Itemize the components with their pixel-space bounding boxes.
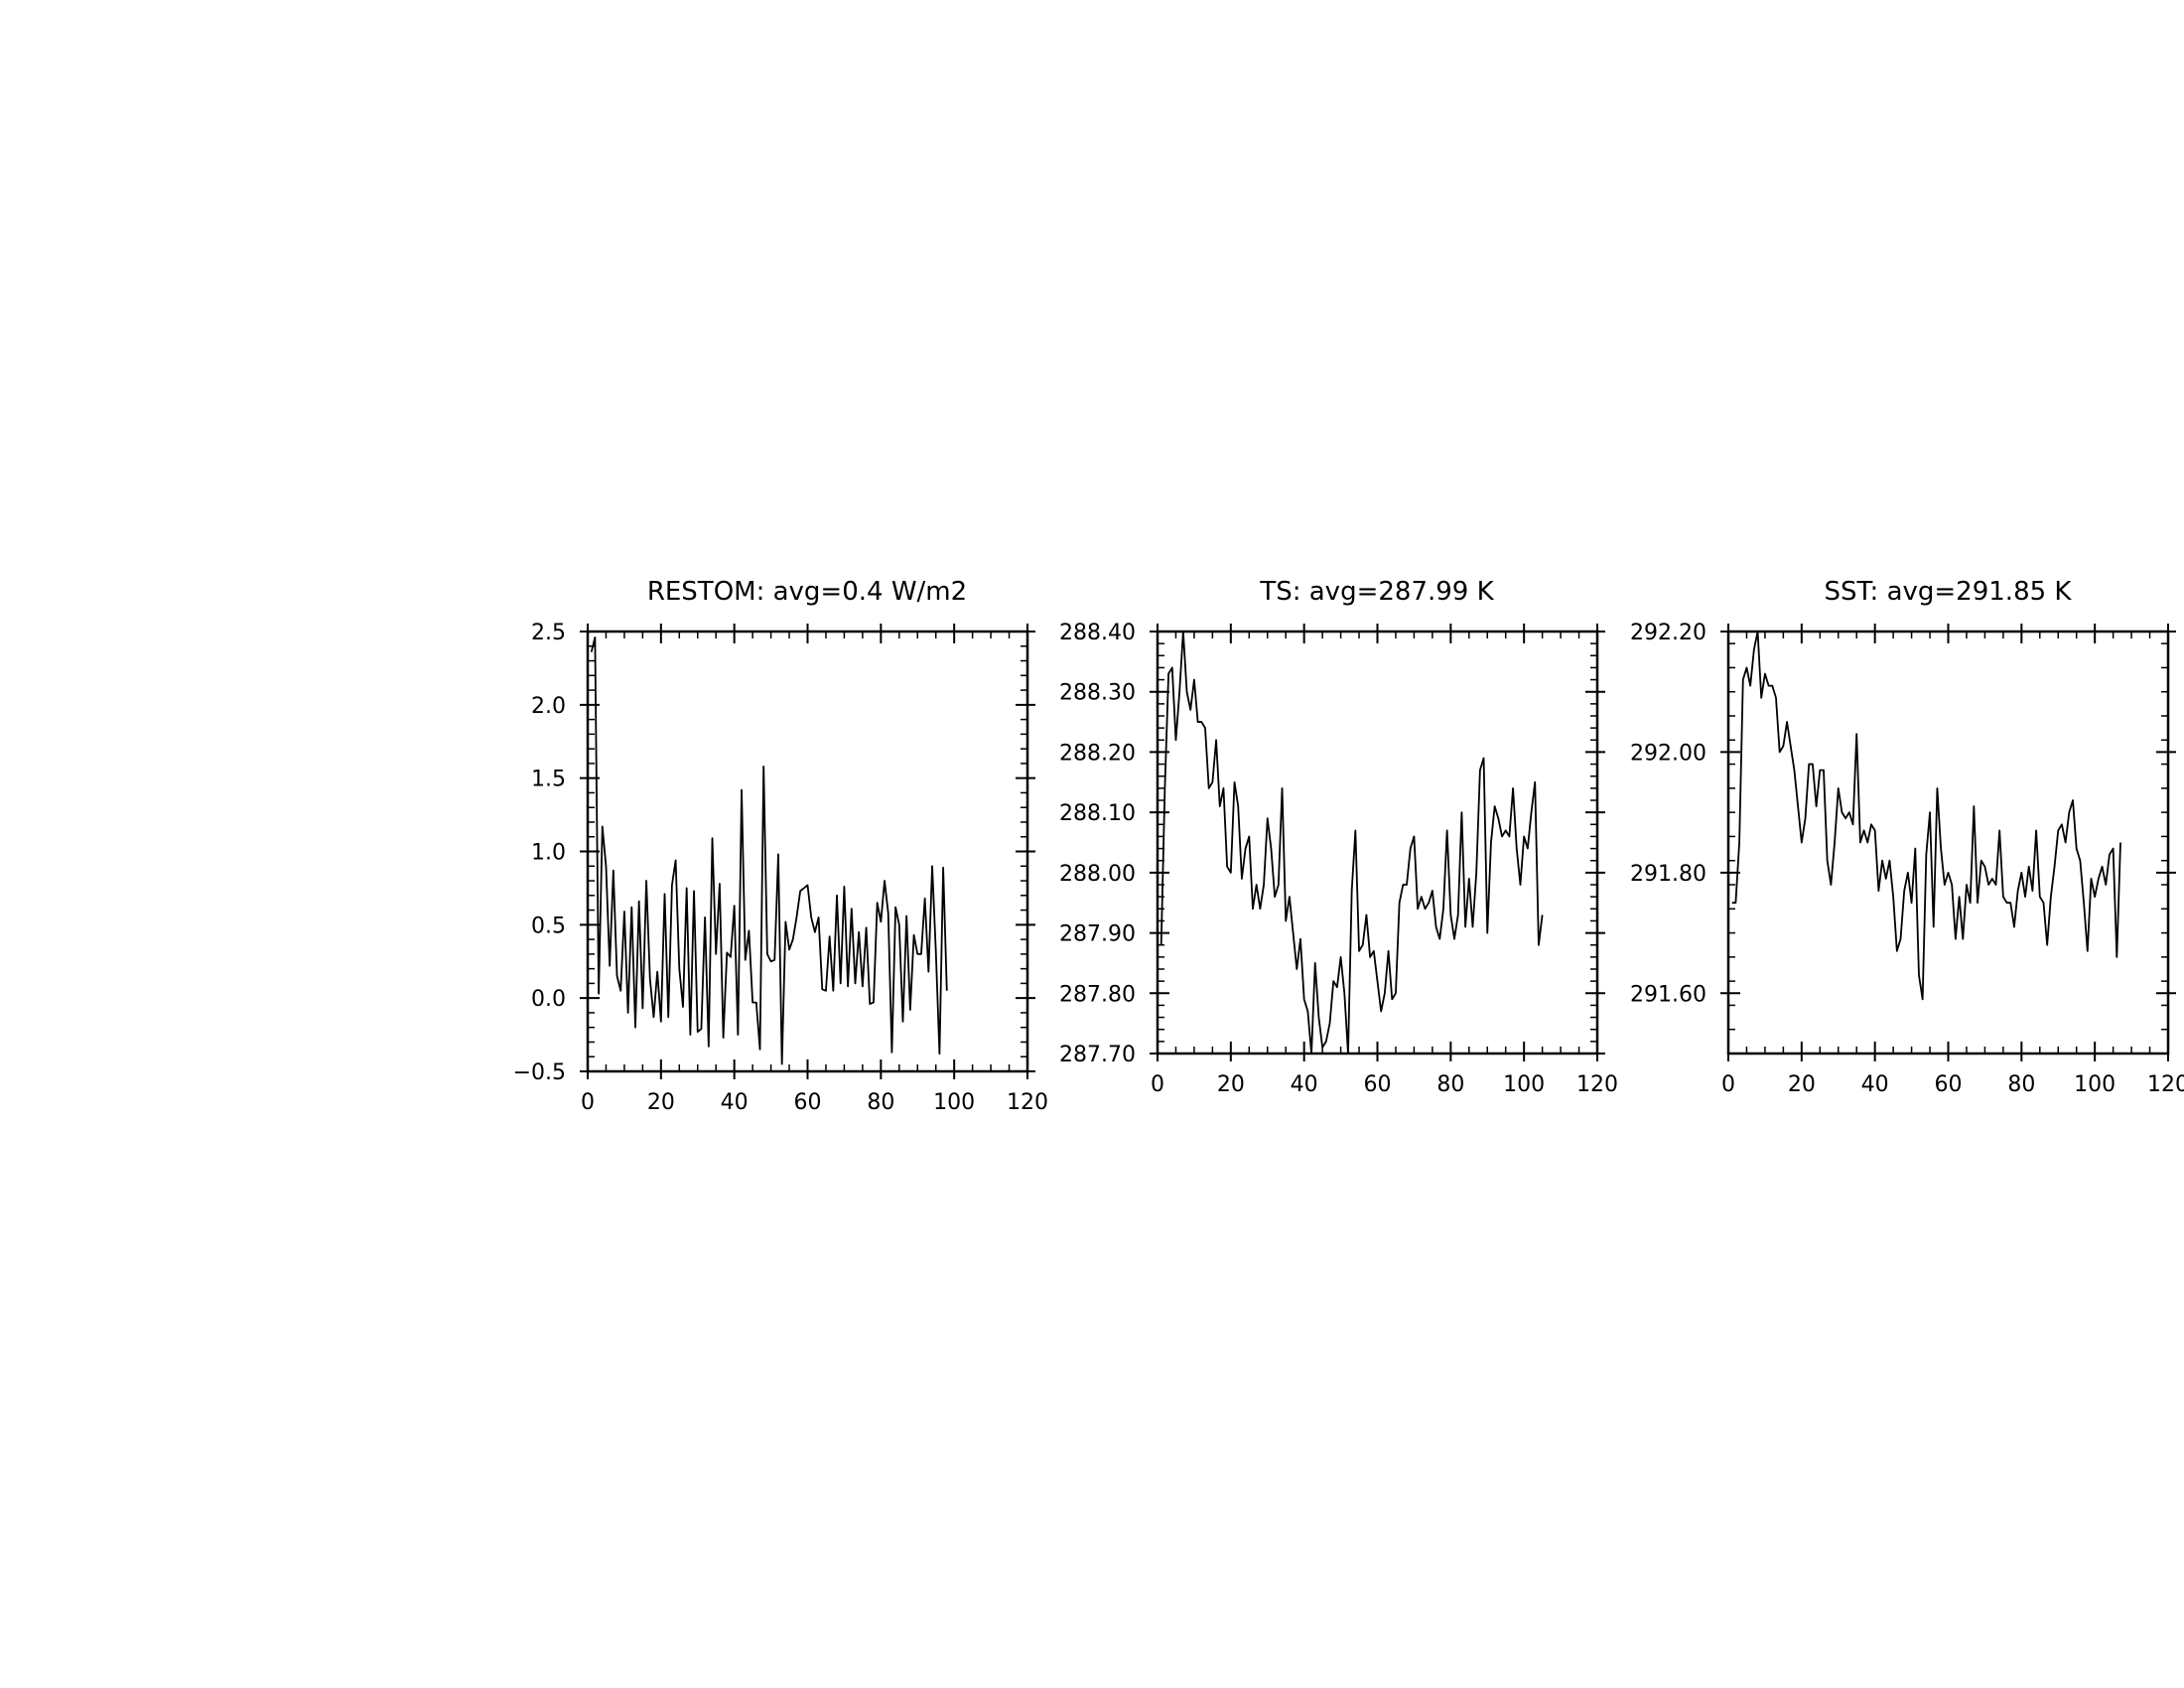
x-tick-label: 0: [1151, 1072, 1164, 1097]
y-tick-label: 288.10: [1059, 801, 1136, 826]
x-tick-label: 20: [647, 1090, 675, 1115]
x-tick-label: 60: [1935, 1072, 1963, 1097]
y-tick-label: 288.40: [1059, 621, 1136, 645]
x-tick-label: 40: [721, 1090, 749, 1115]
series-line: [1731, 631, 2121, 1001]
y-tick-label: 1.0: [531, 841, 566, 866]
x-tick-label: 60: [1364, 1072, 1392, 1097]
x-tick-label: 100: [1503, 1072, 1545, 1097]
y-tick-label: 0.5: [531, 914, 566, 938]
x-tick-label: 40: [1861, 1072, 1889, 1097]
y-tick-label: 291.80: [1630, 862, 1706, 887]
y-tick-label: 1.5: [531, 768, 566, 792]
x-tick-label: 20: [1788, 1072, 1816, 1097]
x-tick-label: 80: [1436, 1072, 1464, 1097]
y-tick-label: 292.20: [1630, 621, 1706, 645]
panel-restom: RESTOM: avg=0.4 W/m2 0 20 40 60 80 100 120 −0.5…: [513, 577, 1048, 1115]
y-tick-label: 287.90: [1059, 922, 1136, 947]
x-tick-label: 120: [2147, 1072, 2184, 1097]
x-tick-label: 20: [1217, 1072, 1245, 1097]
y-tick-label: −0.5: [513, 1060, 566, 1085]
x-tick-label: 0: [581, 1090, 595, 1115]
panel-ts: TS: avg=287.99 K 0 20 40 60 80 100 120 287.70 28…: [1059, 577, 1618, 1097]
y-tick-label: 288.30: [1059, 681, 1136, 706]
plot-area: 0 20 40 60 80 100 120 291.60 291.80 292.00 292.20: [1630, 621, 2184, 1097]
plot-frame: [1726, 630, 2170, 1055]
x-tick-label: 100: [933, 1090, 975, 1115]
chart-title: SST: avg=291.85 K: [1825, 577, 2073, 607]
y-tick-label: 0.0: [531, 987, 566, 1012]
x-tick-label: 60: [794, 1090, 822, 1115]
x-tick-label: 120: [1007, 1090, 1048, 1115]
plot-area: 0 20 40 60 80 100 120 287.70 287.80 287.90 288.00 2…: [1059, 621, 1618, 1097]
y-tick-label: 291.60: [1630, 982, 1706, 1007]
plot-area: 0 20 40 60 80 100 120 −0.5 0.0 0.5 1.0 1.5 2.0 2.5: [513, 621, 1048, 1115]
chart-title: RESTOM: avg=0.4 W/m2: [647, 577, 967, 607]
plot-frame: [586, 630, 1029, 1073]
x-tick-label: 40: [1291, 1072, 1318, 1097]
y-tick-label: 2.5: [531, 621, 566, 645]
x-tick-label: 120: [1576, 1072, 1618, 1097]
x-tick-label: 0: [1721, 1072, 1735, 1097]
y-tick-label: 288.00: [1059, 862, 1136, 887]
y-tick-label: 287.80: [1059, 982, 1136, 1007]
plot-frame: [1156, 630, 1599, 1055]
y-tick-label: 292.00: [1630, 741, 1706, 766]
y-tick-label: 2.0: [531, 694, 566, 719]
chart-title: TS: avg=287.99 K: [1259, 577, 1494, 607]
x-tick-label: 80: [2007, 1072, 2035, 1097]
series-line: [1160, 631, 1544, 1055]
y-tick-label: 287.70: [1059, 1043, 1136, 1067]
x-tick-label: 80: [867, 1090, 894, 1115]
x-tick-label: 100: [2074, 1072, 2116, 1097]
y-tick-label: 288.20: [1059, 741, 1136, 766]
panel-sst: SST: avg=291.85 K 0 20 40 60 80 100 120 291.60 2…: [1630, 577, 2184, 1097]
series-line: [590, 636, 948, 1065]
